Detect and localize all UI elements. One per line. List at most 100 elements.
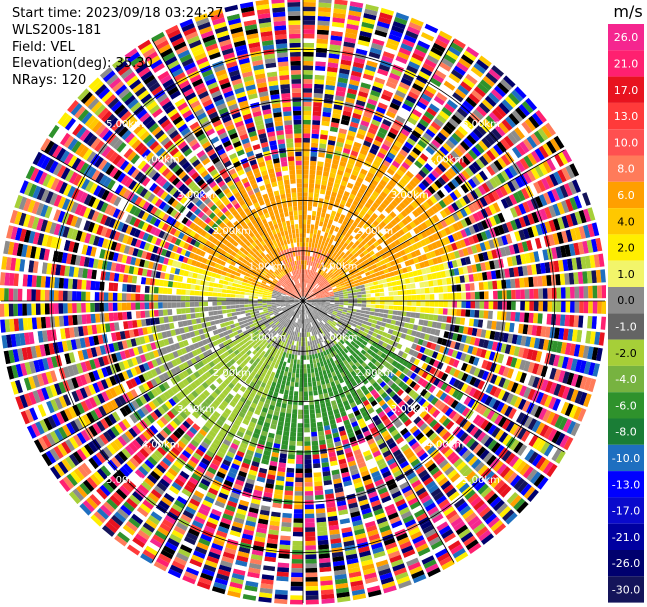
velocity-bin <box>517 347 525 358</box>
velocity-bin <box>529 252 536 263</box>
velocity-bin <box>326 285 332 289</box>
velocity-bin <box>309 290 313 295</box>
velocity-bin <box>400 128 410 137</box>
velocity-bin <box>436 65 449 76</box>
velocity-bin <box>466 265 473 274</box>
velocity-bin <box>312 301 317 303</box>
velocity-bin <box>469 255 476 264</box>
velocity-bin <box>424 382 433 391</box>
velocity-bin <box>338 269 343 274</box>
velocity-bin <box>354 361 361 368</box>
velocity-bin <box>450 276 456 284</box>
velocity-bin <box>523 416 534 428</box>
velocity-bin <box>384 454 394 462</box>
velocity-bin <box>417 224 424 232</box>
velocity-bin <box>394 156 403 165</box>
velocity-bin <box>365 156 374 164</box>
velocity-bin <box>306 309 309 314</box>
velocity-bin <box>306 364 311 369</box>
velocity-bin <box>422 413 431 422</box>
velocity-bin <box>328 337 333 343</box>
velocity-bin <box>395 251 402 258</box>
velocity-bin <box>421 326 428 333</box>
velocity-bin <box>374 418 382 426</box>
velocity-bin <box>489 330 496 340</box>
velocity-bin <box>303 2 316 7</box>
velocity-bin <box>472 414 482 425</box>
velocity-bin <box>405 231 413 239</box>
velocity-bin <box>346 222 352 229</box>
velocity-bin <box>366 209 374 216</box>
velocity-bin <box>380 93 392 102</box>
velocity-bin <box>461 449 472 460</box>
velocity-bin <box>303 292 305 297</box>
velocity-bin <box>420 230 428 239</box>
velocity-bin <box>447 181 456 191</box>
velocity-bin <box>304 273 306 279</box>
velocity-bin <box>286 467 295 473</box>
velocity-bin <box>303 142 310 148</box>
velocity-bin <box>365 418 374 426</box>
velocity-bin <box>309 340 313 346</box>
velocity-bin <box>456 292 462 300</box>
velocity-bin <box>527 418 538 431</box>
velocity-bin <box>346 23 359 31</box>
velocity-bin <box>480 329 487 338</box>
velocity-bin <box>384 305 389 310</box>
velocity-bin <box>395 362 402 370</box>
velocity-bin <box>468 164 478 175</box>
velocity-bin <box>353 227 360 234</box>
velocity-bin <box>388 425 397 434</box>
velocity-bin <box>307 299 312 301</box>
velocity-bin <box>430 328 436 335</box>
velocity-bin <box>565 287 571 299</box>
velocity-bin <box>508 267 515 278</box>
velocity-bin <box>399 177 408 186</box>
velocity-bin <box>315 313 319 318</box>
velocity-bin <box>389 486 400 495</box>
velocity-bin <box>474 86 486 98</box>
velocity-bin <box>502 257 509 268</box>
velocity-bin <box>296 341 299 347</box>
velocity-bin <box>472 389 481 399</box>
velocity-bin <box>403 447 413 456</box>
velocity-bin <box>404 553 418 563</box>
velocity-bin <box>330 297 335 300</box>
velocity-bin <box>306 295 311 299</box>
velocity-bin <box>480 219 489 230</box>
velocity-bin <box>365 325 371 330</box>
velocity-bin <box>338 165 346 172</box>
velocity-bin <box>377 330 384 336</box>
velocity-bin <box>343 298 349 301</box>
velocity-bin <box>409 380 417 389</box>
velocity-bin <box>393 432 402 441</box>
velocity-bin <box>456 461 467 472</box>
velocity-bin <box>362 399 370 407</box>
velocity-bin <box>337 387 344 394</box>
velocity-bin <box>321 120 330 127</box>
velocity-bin <box>321 277 326 282</box>
velocity-bin <box>304 414 310 419</box>
velocity-bin <box>550 156 561 169</box>
velocity-bin <box>481 533 494 545</box>
velocity-bin <box>528 434 539 447</box>
velocity-bin <box>370 323 377 328</box>
velocity-bin <box>295 345 299 351</box>
velocity-bin <box>303 282 305 288</box>
velocity-bin <box>346 285 351 289</box>
velocity-bin <box>389 296 394 301</box>
velocity-bin <box>432 257 439 265</box>
velocity-bin <box>318 430 325 436</box>
velocity-bin <box>575 359 583 373</box>
velocity-bin <box>288 449 296 455</box>
velocity-bin <box>517 444 528 457</box>
velocity-bin <box>316 279 320 284</box>
velocity-bin <box>437 337 443 345</box>
velocity-bin <box>345 201 352 208</box>
velocity-bin <box>473 319 479 327</box>
velocity-bin <box>354 196 361 203</box>
velocity-bin <box>452 222 460 232</box>
velocity-bin <box>286 408 292 414</box>
velocity-bin <box>354 282 360 287</box>
velocity-bin <box>497 82 510 95</box>
